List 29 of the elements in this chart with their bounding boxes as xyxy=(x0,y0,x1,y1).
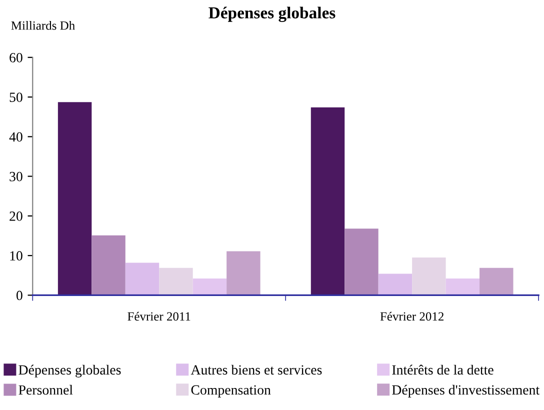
y-axis-title: Milliards Dh xyxy=(11,20,75,30)
bar xyxy=(192,278,227,296)
bar xyxy=(58,102,92,296)
y-tick-label: 50 xyxy=(10,92,22,102)
legend-label: Compensation xyxy=(191,385,271,398)
x-tick-label: Février 2012 xyxy=(380,312,444,321)
bar xyxy=(480,268,514,296)
legend-label: Dépenses d'investissement xyxy=(392,384,540,398)
bar xyxy=(344,228,378,296)
bar xyxy=(125,262,160,296)
legend-label: Dépenses globales xyxy=(18,364,121,378)
y-tick-label: 20 xyxy=(10,212,22,221)
bar xyxy=(310,107,345,296)
bar xyxy=(159,268,193,296)
legend-label: Personnel xyxy=(18,384,73,395)
bar xyxy=(446,278,480,296)
y-tick-label: 30 xyxy=(10,172,22,182)
x-tick-label: Février 2011 xyxy=(128,312,190,321)
bar xyxy=(92,235,126,296)
chart-title: Dépenses globales xyxy=(208,6,336,22)
y-tick-label: 60 xyxy=(10,52,22,62)
y-tick-label: 0 xyxy=(16,290,22,300)
bar xyxy=(378,274,412,296)
bar xyxy=(412,258,446,296)
legend-label: Autres biens et services xyxy=(190,364,322,375)
legend-label: Intérêts de la dette xyxy=(392,364,494,375)
y-tick-label: 40 xyxy=(9,132,22,142)
bar xyxy=(226,251,260,296)
y-tick-label: 10 xyxy=(10,251,22,261)
